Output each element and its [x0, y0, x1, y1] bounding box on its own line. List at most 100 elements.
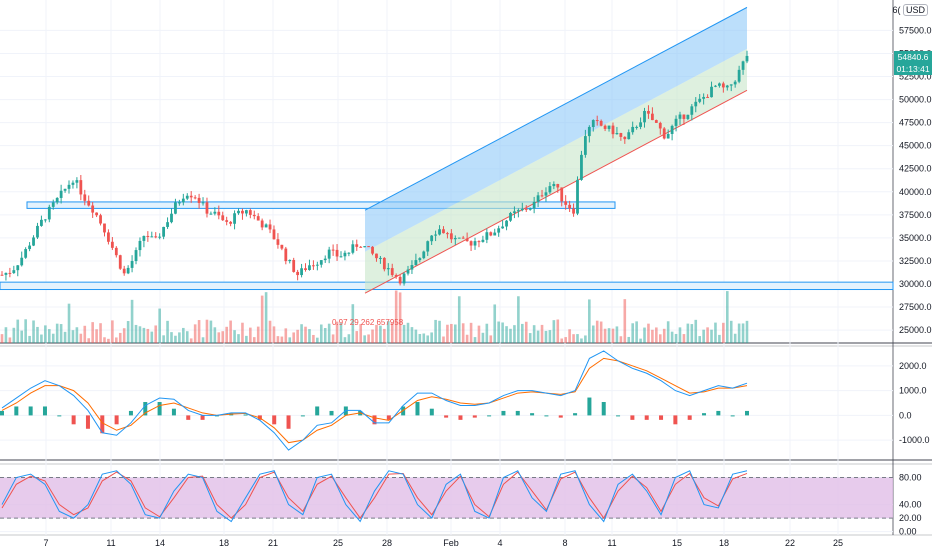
time-axis[interactable]: 7 11 14 18 21 25 28 Feb 4 8 11 15 18 22 25 — [43, 538, 843, 548]
price-tick-label: 37500.0 — [899, 210, 932, 220]
candle-body — [331, 249, 335, 251]
macd-histogram-bar — [143, 402, 148, 416]
time-tick-label: 25 — [833, 538, 843, 548]
volume-bar — [130, 299, 134, 343]
candle-body — [627, 132, 631, 140]
volume-bar — [418, 333, 422, 343]
volume-bar — [505, 326, 508, 343]
candle-body — [260, 220, 264, 228]
volume-bar — [402, 324, 406, 343]
candle-body — [225, 220, 229, 222]
volume-bar — [36, 326, 39, 343]
stoch-d-line — [1, 471, 748, 520]
volume-bar — [623, 299, 627, 343]
macd-tick-label: 2000.0 — [899, 361, 927, 371]
price-tick-label: 30000.0 — [899, 279, 932, 289]
macd-histogram-bar — [644, 415, 649, 420]
volume-bar — [205, 319, 209, 343]
volume-bar — [20, 330, 24, 343]
candle-body — [694, 101, 698, 107]
candle-body — [493, 232, 497, 236]
macd-histogram-bar — [415, 402, 420, 416]
macd-histogram-bar — [730, 415, 735, 417]
volume-bar — [686, 323, 690, 343]
candlesticks[interactable] — [0, 50, 749, 286]
candle-body — [619, 133, 623, 137]
volume-bar — [150, 331, 154, 343]
volume-bar — [481, 332, 485, 343]
volume-bar — [528, 333, 532, 343]
candle-body — [197, 197, 201, 203]
volume-bar — [209, 320, 213, 343]
volume-bar — [308, 329, 311, 343]
volume-bar — [595, 320, 599, 343]
currency-label[interactable]: 6( USD — [892, 4, 928, 16]
price-axes[interactable]: 57500.055000.052500.050000.047500.045000… — [899, 25, 932, 536]
volume-bar — [146, 328, 150, 343]
candle-body — [268, 224, 272, 230]
candle-body — [528, 208, 532, 210]
volume-bar — [647, 323, 650, 343]
macd-histogram-bar — [659, 415, 664, 420]
candle-body — [8, 272, 12, 274]
candle-body — [406, 269, 410, 274]
time-tick-label: 18 — [219, 538, 229, 548]
time-tick-label: 8 — [562, 538, 567, 548]
candle-body — [410, 265, 414, 270]
volume-bar — [178, 332, 181, 343]
macd-histogram-bar — [515, 410, 520, 416]
candle-body — [241, 210, 244, 214]
macd-pane[interactable] — [0, 350, 749, 451]
volume-bar — [99, 323, 102, 343]
volume-bar — [28, 335, 31, 343]
stoch-tick-label: 40.00 — [899, 500, 922, 510]
macd-histogram-bar — [42, 406, 47, 416]
support-band — [0, 281, 894, 291]
volume-bar — [241, 322, 244, 343]
volume-bar — [264, 292, 268, 343]
volume-bar — [729, 320, 733, 343]
volume-bar — [694, 319, 698, 343]
macd-histogram-bar — [444, 415, 449, 418]
candle-body — [446, 233, 449, 235]
candle-body — [308, 265, 311, 271]
volume-bar — [532, 325, 536, 343]
drawing-tools[interactable] — [0, 6, 894, 294]
candle-body — [745, 55, 749, 62]
stochastic-pane[interactable] — [0, 470, 893, 523]
candle-body — [414, 260, 418, 266]
candle-body — [284, 248, 288, 262]
volume-bar — [501, 322, 504, 343]
candle-body — [449, 233, 453, 240]
channel-upper-fill — [365, 7, 747, 252]
time-tick-label: 28 — [382, 538, 392, 548]
volume-bar — [268, 320, 272, 343]
candle-body — [631, 126, 635, 133]
candle-body — [556, 184, 560, 188]
candle-body — [252, 214, 256, 217]
volume-bar — [722, 322, 725, 343]
candle-body — [473, 241, 477, 246]
time-tick-label: 7 — [43, 538, 48, 548]
candle-body — [485, 232, 489, 240]
volume-bar — [115, 337, 118, 343]
volume-bar — [446, 324, 449, 343]
volume-bar — [79, 333, 83, 343]
candle-body — [599, 120, 603, 126]
volume-bar — [327, 323, 331, 343]
volume-bar — [588, 299, 591, 343]
candle-body — [375, 253, 378, 259]
candle-body — [394, 275, 398, 277]
volume-bar — [422, 333, 426, 343]
price-tick-label: 27500.0 — [899, 302, 932, 312]
candle-body — [114, 247, 118, 256]
macd-histogram-bar — [573, 413, 578, 416]
volume-bar — [615, 326, 619, 343]
volume-bar — [323, 328, 327, 343]
volume-bar — [213, 327, 217, 343]
candle-body — [20, 257, 24, 266]
candle-body — [248, 210, 252, 215]
volume-bar — [513, 325, 516, 343]
volume-bar — [87, 338, 91, 343]
